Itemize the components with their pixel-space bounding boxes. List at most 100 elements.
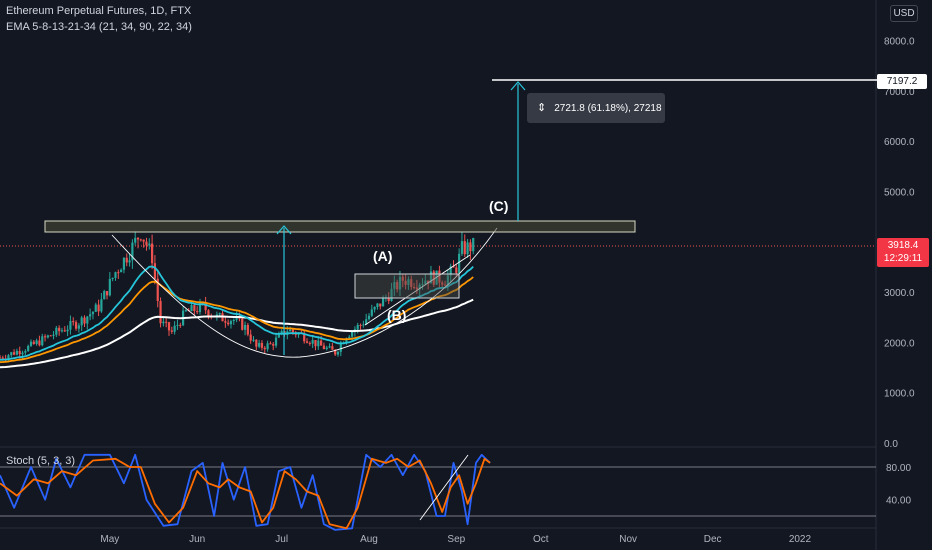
- measure-text: 2721.8 (61.18%), 27218: [554, 103, 662, 114]
- candle-body: [325, 347, 328, 350]
- current-price-tag: 3918.4 12:29:11: [877, 238, 929, 267]
- candle-body: [29, 341, 33, 346]
- candle-body: [122, 257, 126, 270]
- candle-body: [103, 291, 106, 300]
- candle-body: [356, 325, 359, 330]
- candle-body: [418, 284, 421, 290]
- candle-body: [274, 337, 278, 346]
- candle-body: [455, 267, 458, 273]
- candle-body: [441, 282, 444, 285]
- candles-group: [0, 231, 475, 363]
- target-price-tag: 7197.2: [877, 74, 927, 89]
- candle-body: [224, 321, 227, 323]
- candle-body: [218, 313, 221, 315]
- time-tick-label: May: [100, 534, 119, 545]
- candle-body: [7, 355, 10, 359]
- candle-body: [322, 345, 326, 350]
- candle-body: [27, 345, 30, 352]
- candle-body: [424, 280, 427, 284]
- candle-body: [165, 321, 168, 323]
- candle-body: [458, 253, 461, 273]
- candle-body: [427, 280, 430, 284]
- time-tick-label: Sep: [447, 534, 465, 545]
- candle-body: [235, 317, 238, 320]
- candle-body: [72, 321, 75, 323]
- candle-body: [438, 270, 441, 283]
- candle-body: [370, 309, 373, 316]
- candle-body: [452, 266, 455, 268]
- candle-body: [328, 346, 331, 348]
- annotation-c: (C): [489, 198, 509, 214]
- candle-body: [249, 334, 252, 341]
- candle-body: [134, 237, 137, 243]
- candle-body: [77, 325, 80, 329]
- price-tick-label: 2000.0: [884, 338, 915, 349]
- range-arrows-icon: ⇕: [537, 102, 547, 114]
- candle-body: [83, 317, 86, 324]
- candle-body: [387, 297, 390, 302]
- candle-body: [69, 321, 72, 330]
- chart-title: Ethereum Perpetual Futures, 1D, FTX: [6, 5, 192, 17]
- candle-body: [167, 322, 171, 331]
- candle-body: [176, 324, 179, 326]
- candle-body: [415, 287, 418, 290]
- time-tick-label: Jun: [189, 534, 205, 545]
- stoch-legend[interactable]: Stoch (5, 3, 3): [6, 455, 76, 467]
- candle-body: [97, 304, 100, 312]
- price-tick-label: 3000.0: [884, 288, 915, 299]
- consolidation-box: [354, 273, 460, 299]
- candle-body: [136, 237, 140, 240]
- candle-body: [89, 314, 92, 317]
- candle-body: [229, 321, 233, 325]
- candle-body: [117, 272, 120, 274]
- stoch-k-line: [0, 453, 491, 531]
- candle-body: [367, 315, 371, 320]
- candle-body: [266, 343, 269, 350]
- price-tick-label: 8000.0: [884, 37, 915, 48]
- candle-body: [94, 304, 97, 312]
- candle-body: [466, 242, 469, 255]
- candle-body: [100, 299, 103, 312]
- time-axis[interactable]: May Jun Jul Aug Sep Oct Nov Dec 2022: [100, 534, 811, 545]
- ema-21-line: [0, 265, 474, 361]
- candle-body: [0, 357, 2, 359]
- candle-body: [60, 330, 64, 332]
- currency-button[interactable]: USD: [890, 5, 918, 22]
- candle-body: [258, 342, 261, 347]
- candle-body: [410, 279, 413, 287]
- candle-body: [151, 243, 154, 264]
- price-tick-label: 5000.0: [884, 188, 915, 199]
- candle-body: [289, 329, 292, 332]
- candle-body: [393, 282, 396, 289]
- candle-body: [421, 283, 424, 285]
- candle-body: [401, 276, 404, 281]
- candle-body: [280, 331, 283, 334]
- candle-body: [184, 310, 188, 312]
- candle-body: [460, 241, 464, 254]
- candle-body: [345, 338, 348, 344]
- candle-body: [350, 331, 354, 337]
- candle-body: [443, 284, 447, 286]
- price-tick-label: 1000.0: [884, 389, 915, 400]
- candle-body: [156, 278, 159, 302]
- candle-body: [55, 327, 58, 335]
- candle-body: [277, 333, 280, 338]
- candle-body: [173, 325, 176, 332]
- candle-body: [125, 257, 128, 263]
- candle-body: [66, 329, 69, 332]
- candle-body: [396, 282, 399, 290]
- candle-body: [86, 316, 89, 324]
- ema-34-line: [0, 276, 474, 364]
- time-tick-label: Aug: [360, 534, 378, 545]
- candle-body: [10, 352, 13, 356]
- candle-body: [32, 341, 35, 344]
- candle-body: [148, 243, 151, 246]
- candle-body: [46, 335, 49, 338]
- time-tick-label: Dec: [704, 534, 722, 545]
- stoch-tick-label: 40.00: [886, 496, 911, 507]
- candle-body: [120, 269, 123, 273]
- annotation-b: (B): [387, 307, 407, 323]
- candle-countdown: 12:29:11: [883, 253, 923, 264]
- ema-legend[interactable]: EMA 5-8-13-21-34 (21, 34, 90, 22, 34): [6, 21, 192, 33]
